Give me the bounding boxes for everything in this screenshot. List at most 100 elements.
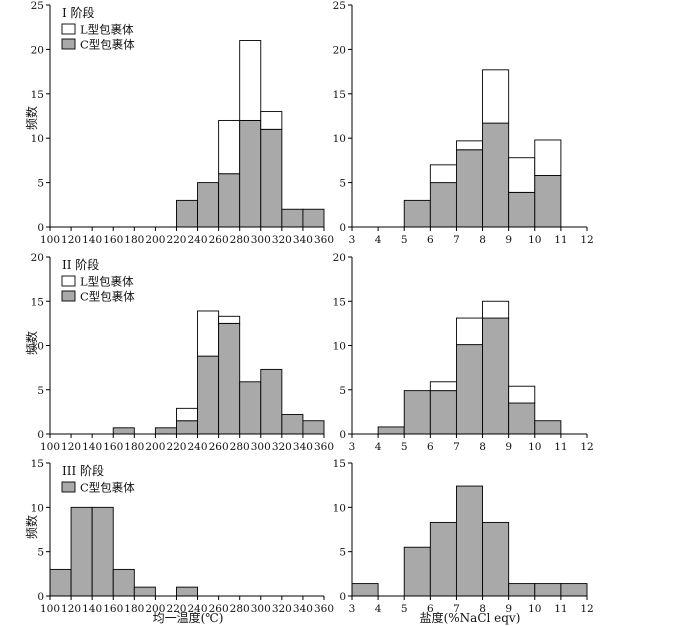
c-type-bar-4-4 [455, 344, 484, 435]
c-type-bar-3-6 [239, 381, 262, 435]
c-type-bar-6-1 [351, 583, 379, 597]
x-tick-label: 9 [505, 234, 512, 246]
c-type-bar-5-1 [49, 568, 72, 597]
x-tick-label: 120 [61, 234, 81, 246]
x-tick-label: 7 [453, 441, 460, 453]
y-tick-label: 20 [31, 252, 44, 264]
l-type-bar-4-3 [429, 381, 457, 392]
c-type-bar-4-7 [534, 420, 562, 435]
y-tick-label: 10 [333, 133, 346, 145]
x-tick-label: 100 [40, 441, 60, 453]
c-type-bar-1-6 [281, 208, 304, 228]
x-tick-label: 10 [528, 234, 541, 246]
x-tick-label: 240 [188, 441, 208, 453]
x-tick-label: 260 [209, 603, 229, 615]
y-tick-label: 5 [339, 178, 346, 190]
y-tick-label: 25 [333, 0, 346, 12]
c-type-bar-2-6 [534, 175, 562, 228]
legend-swatch-c-type [61, 38, 76, 50]
x-tick-label: 5 [401, 441, 408, 453]
x-tick-label: 140 [82, 234, 102, 246]
legend-label-c-type: C型包裹体 [80, 38, 135, 52]
l-type-bar-3-5 [218, 315, 241, 324]
y-tick-label: 0 [37, 429, 44, 441]
y-tick-label: 0 [339, 222, 346, 234]
x-tick-label: 8 [479, 603, 486, 615]
legend-label-c-type: C型包裹体 [80, 290, 135, 304]
c-type-bar-6-2 [403, 546, 431, 597]
c-type-bar-6-7 [534, 583, 562, 597]
legend-swatch-c-type [61, 481, 76, 493]
x-tick-label: 8 [479, 234, 486, 246]
l-type-bar-2-2 [429, 164, 457, 184]
x-tick-label: 280 [230, 603, 250, 615]
y-tick-label: 15 [333, 89, 346, 101]
y-axis-title-row-3: 频数 [24, 515, 39, 539]
y-tick-label: 10 [31, 502, 44, 514]
x-tick-label: 4 [375, 234, 382, 246]
c-type-bar-4-3 [429, 390, 457, 435]
c-type-bar-6-8 [560, 583, 588, 597]
l-type-bar-1-4 [239, 40, 262, 121]
x-tick-label: 340 [293, 603, 313, 615]
y-axis-title-row-2: 频数 [24, 331, 39, 355]
y-tick-label: 15 [31, 296, 44, 308]
c-type-bar-4-2 [403, 390, 431, 435]
c-type-bar-4-1 [377, 426, 405, 435]
c-type-bar-6-6 [508, 583, 536, 597]
x-tick-label: 300 [251, 234, 271, 246]
x-tick-label: 9 [505, 441, 512, 453]
x-tick-label: 100 [40, 234, 60, 246]
legend-swatch-l-type [61, 23, 76, 35]
c-type-bar-4-5 [482, 317, 510, 435]
x-tick-label: 10 [528, 603, 541, 615]
l-type-bar-4-5 [482, 300, 510, 319]
c-type-bar-1-3 [218, 173, 241, 228]
x-tick-label: 6 [427, 603, 434, 615]
y-tick-label: 10 [31, 133, 44, 145]
x-tick-label: 100 [40, 603, 60, 615]
c-type-bar-2-1 [403, 199, 431, 228]
x-tick-label: 180 [124, 441, 144, 453]
x-tick-label: 320 [272, 234, 292, 246]
legend-label-c-type: C型包裹体 [80, 481, 135, 495]
c-type-bar-2-3 [455, 149, 484, 228]
x-tick-label: 180 [124, 234, 144, 246]
y-tick-label: 15 [333, 458, 346, 470]
x-tick-label: 6 [427, 441, 434, 453]
x-tick-label: 260 [209, 234, 229, 246]
l-type-bar-2-4 [482, 69, 510, 124]
x-tick-label: 5 [401, 234, 408, 246]
x-tick-label: 360 [314, 441, 334, 453]
x-tick-label: 200 [145, 234, 165, 246]
y-tick-label: 10 [333, 341, 346, 353]
x-tick-label: 280 [230, 234, 250, 246]
y-tick-label: 10 [333, 502, 346, 514]
y-tick-label: 5 [339, 385, 346, 397]
x-tick-label: 140 [82, 441, 102, 453]
l-type-bar-2-6 [534, 139, 562, 176]
x-tick-label: 12 [580, 441, 593, 453]
x-tick-label: 120 [61, 603, 81, 615]
x-axis-title-temperature: 均一温度(℃) [153, 610, 224, 625]
x-tick-label: 300 [251, 441, 271, 453]
c-type-bar-2-4 [482, 122, 510, 228]
stage-label: II 阶段 [62, 257, 99, 272]
x-tick-label: 120 [61, 441, 81, 453]
l-type-bar-3-3 [176, 407, 198, 422]
x-axis-title-salinity: 盐度(%NaCl eqv) [420, 610, 521, 625]
c-type-bar-1-2 [197, 182, 220, 228]
c-type-bar-6-5 [482, 521, 510, 597]
x-tick-label: 340 [293, 234, 313, 246]
y-tick-label: 15 [333, 296, 346, 308]
c-type-bar-3-5 [218, 322, 241, 435]
c-type-bar-5-5 [133, 586, 156, 597]
panel-6: 0 5 10 15 3 4 5 6 7 8 9 10 11 12 [333, 458, 594, 615]
x-tick-label: 3 [349, 441, 356, 453]
y-tick-label: 0 [37, 222, 44, 234]
c-type-bar-4-6 [508, 402, 536, 435]
x-tick-label: 320 [272, 441, 292, 453]
c-type-bar-1-1 [176, 199, 198, 228]
l-type-bar-1-3 [218, 119, 241, 175]
